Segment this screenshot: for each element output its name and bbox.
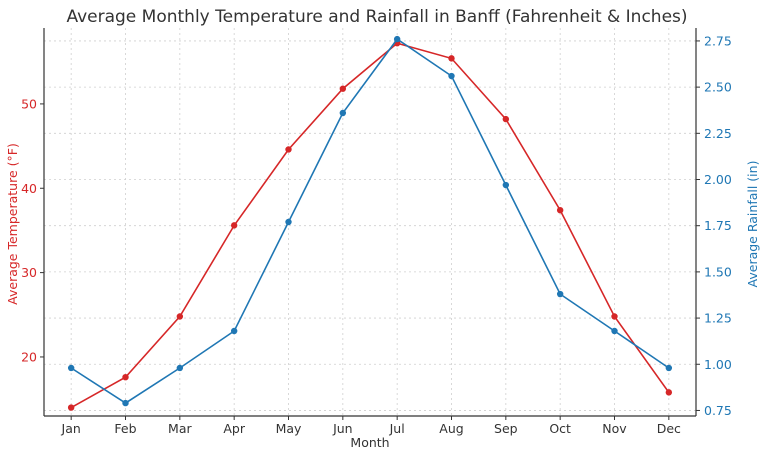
right-y-tick-label: 0.75 [704,403,732,418]
rainfall-point [176,364,184,372]
chart-title: Average Monthly Temperature and Rainfall… [66,7,687,27]
rainfall-point [339,109,347,117]
x-tick-label: Jul [389,421,405,436]
temperature-point [611,313,618,320]
rainfall-point [665,364,673,372]
left-y-tick-labels: 20 30 40 50 [21,96,37,364]
rainfall-point [502,181,510,189]
temperature-point [230,222,238,229]
rainfall-point [285,218,292,226]
left-y-tick-label: 30 [21,265,37,280]
rainfall-point [230,327,238,335]
left-y-tick-label: 20 [21,349,37,364]
rainfall-point [611,327,618,335]
temperature-point [556,206,564,214]
axes [40,28,700,420]
rainfall-line [70,38,670,405]
x-tick-label: Aug [439,421,463,436]
temperature-point [502,115,510,123]
temperature-point [67,404,75,411]
rainfall-point [448,72,455,80]
right-y-tick-label: 1.25 [704,311,732,326]
right-y-tick-label: 1.75 [704,218,732,233]
rainfall-point [556,290,564,298]
left-y-tick-label: 40 [21,181,37,196]
right-y-tick-label: 2.00 [704,172,732,187]
right-y-tick-label: 1.50 [704,264,732,279]
series-layer [67,35,673,411]
x-axis-label: Month [350,435,389,450]
right-y-tick-label: 2.50 [704,80,732,95]
right-y-axis-label: Average Rainfall (in) [745,161,760,288]
grid [44,28,696,416]
right-y-tick-labels: 0.75 1.00 1.25 1.50 1.75 2.00 2.25 2.50 2.75 [704,33,732,418]
rainfall-point [393,35,401,43]
right-y-tick-label: 1.00 [704,357,732,372]
left-y-axis-label: Average Temperature (°F) [5,143,20,305]
x-tick-labels: Jan Feb Mar Apr May Jun Jul Aug Sep Oct Nov Dec [61,421,682,436]
x-tick-label: Jun [332,421,353,436]
temperature-point [122,374,129,381]
x-tick-label: Oct [549,421,571,436]
temperature-point [339,85,347,92]
x-tick-label: Nov [602,421,627,436]
x-tick-label: May [276,421,302,436]
temperature-point [176,313,184,320]
x-tick-label: Jan [61,421,81,436]
x-tick-label: Sep [494,421,518,436]
right-y-tick-label: 2.75 [704,33,732,48]
x-tick-label: Apr [223,421,245,436]
x-tick-label: Mar [168,421,192,436]
left-y-tick-label: 50 [21,96,37,111]
temperature-point [665,389,673,396]
temperature-point [448,55,455,62]
temperature-line [70,42,670,409]
x-tick-label: Dec [657,421,681,436]
rainfall-point [67,364,75,372]
rainfall-point [122,399,129,407]
temperature-point [285,146,292,153]
x-tick-label: Feb [114,421,136,436]
right-y-tick-label: 2.25 [704,126,732,141]
